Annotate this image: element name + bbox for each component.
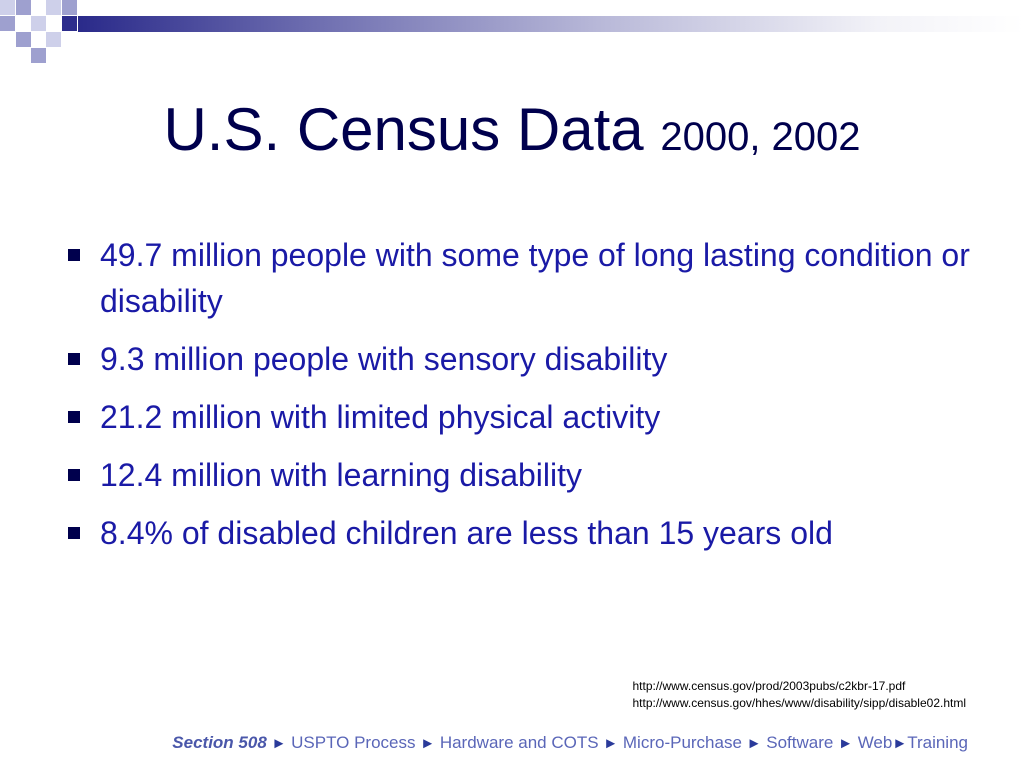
bullet-text: 49.7 million people with some type of lo…	[100, 237, 970, 319]
bullet-text: 8.4% of disabled children are less than …	[100, 515, 833, 551]
corner-square	[62, 0, 77, 15]
corner-square	[0, 0, 15, 15]
bullet-item: 8.4% of disabled children are less than …	[62, 510, 972, 556]
square-bullet-icon	[68, 527, 80, 539]
corner-square	[31, 16, 46, 31]
title-main: U.S. Census Data	[163, 96, 661, 163]
header-gradient-band	[78, 16, 1024, 32]
footer-item-training[interactable]: Training	[907, 733, 968, 752]
title-years: 2000, 2002	[660, 115, 861, 159]
bullet-text: 12.4 million with learning disability	[100, 457, 583, 493]
footer-section-label[interactable]: Section 508	[172, 733, 267, 752]
footer-item-web[interactable]: Web	[857, 733, 893, 752]
source-link-2[interactable]: http://www.census.gov/hhes/www/disabilit…	[632, 696, 967, 710]
corner-square	[16, 32, 31, 47]
square-bullet-icon	[68, 469, 80, 481]
square-bullet-icon	[68, 353, 80, 365]
bullet-item: 12.4 million with learning disability	[62, 452, 972, 498]
footer-nav: Section 508 ► USPTO Process ► Hardware a…	[172, 732, 968, 755]
corner-square	[31, 48, 46, 63]
arrow-separator-icon: ►	[420, 735, 436, 752]
footer-item-micro-purchase[interactable]: Micro-Purchase	[622, 733, 742, 752]
bullet-item: 9.3 million people with sensory disabili…	[62, 336, 972, 382]
bullet-text: 21.2 million with limited physical activ…	[100, 399, 661, 435]
corner-square	[0, 16, 15, 31]
source-links: http://www.census.gov/prod/2003pubs/c2kb…	[633, 678, 967, 712]
corner-square	[16, 0, 31, 15]
arrow-separator-icon: ►	[746, 735, 762, 752]
bullet-list: 49.7 million people with some type of lo…	[62, 232, 972, 568]
arrow-separator-icon: ►	[838, 735, 853, 752]
arrow-separator-icon: ►	[271, 735, 287, 752]
square-bullet-icon	[68, 411, 80, 423]
arrow-separator-icon: ►	[603, 735, 619, 752]
corner-square	[46, 0, 61, 15]
source-link-1[interactable]: http://www.census.gov/prod/2003pubs/c2kb…	[632, 679, 906, 693]
arrow-separator-icon: ►	[892, 735, 908, 752]
bullet-item: 21.2 million with limited physical activ…	[62, 394, 972, 440]
corner-square	[46, 32, 61, 47]
bullet-item: 49.7 million people with some type of lo…	[62, 232, 972, 324]
square-bullet-icon	[68, 249, 80, 261]
footer-item-hardware-cots[interactable]: Hardware and COTS	[439, 733, 599, 752]
footer-item-uspto-process[interactable]: USPTO Process	[291, 733, 416, 752]
slide-title: U.S. Census Data 2000, 2002	[0, 92, 1024, 175]
corner-square	[62, 16, 77, 31]
corner-decoration	[0, 0, 80, 64]
bullet-text: 9.3 million people with sensory disabili…	[100, 341, 668, 377]
footer-item-software[interactable]: Software	[766, 733, 834, 752]
